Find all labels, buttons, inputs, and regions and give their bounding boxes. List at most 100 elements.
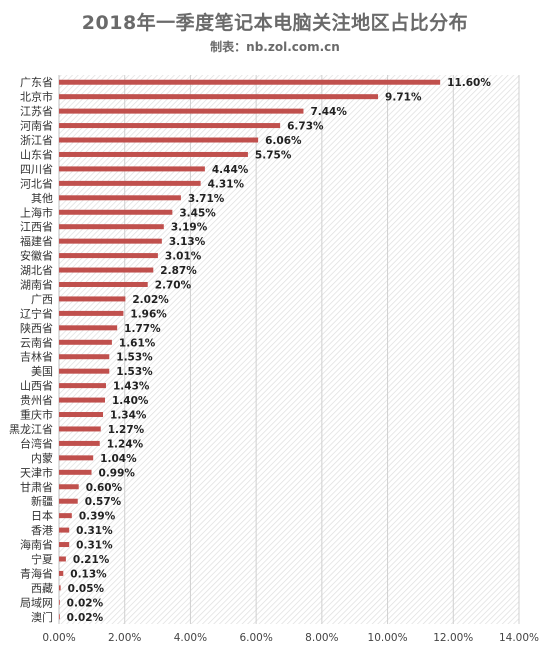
category-label: 福建省: [20, 234, 53, 248]
bar: [59, 440, 100, 446]
value-label: 1.53%: [116, 366, 153, 378]
value-label: 1.27%: [108, 424, 145, 436]
category-label: 澳门: [31, 610, 53, 624]
bar: [59, 570, 64, 576]
bar: [59, 455, 94, 461]
category-label: 上海市: [20, 205, 53, 219]
bar: [59, 195, 181, 201]
category-label: 其他: [31, 192, 53, 205]
chart-title: 2018年一季度笔记本电脑关注地区占比分布: [81, 12, 469, 34]
bar: [59, 469, 92, 475]
category-label: 香港: [31, 524, 53, 537]
bar: [59, 94, 379, 100]
bar: [59, 267, 154, 273]
category-label: 河北省: [20, 177, 53, 190]
bar: [59, 426, 101, 432]
value-label: 0.13%: [70, 568, 107, 580]
category-label: 宁夏: [31, 552, 53, 566]
x-tick-label: 2.00%: [108, 632, 141, 644]
value-label: 4.44%: [212, 164, 249, 176]
value-label: 0.21%: [73, 554, 110, 566]
bar: [59, 151, 248, 157]
value-labels: 11.60% 9.71% 7.44% 6.73% 6.06% 5.75% 4.44% 4.31…: [67, 77, 492, 624]
value-label: 0.05%: [68, 583, 105, 595]
category-label: 台湾省: [20, 436, 53, 450]
category-label: 江苏省: [20, 105, 53, 118]
value-label: 2.02%: [132, 294, 169, 306]
value-label: 1.77%: [124, 323, 161, 335]
x-tick-label: 4.00%: [174, 632, 207, 644]
category-label: 山东省: [20, 148, 53, 161]
chart-subtitle: 制表：nb.zol.com.cn: [210, 40, 340, 54]
category-label: 黑龙江省: [9, 423, 53, 436]
value-label: 0.39%: [79, 511, 116, 523]
value-label: 6.73%: [287, 121, 324, 133]
category-label: 重庆市: [20, 408, 53, 422]
bar: [59, 542, 70, 548]
bar: [59, 310, 124, 316]
category-label: 广西: [31, 293, 53, 306]
value-label: 3.01%: [165, 251, 202, 263]
category-label: 内蒙: [31, 451, 53, 465]
bar: [59, 383, 106, 389]
value-label: 1.40%: [112, 395, 149, 407]
category-label: 陕西省: [20, 321, 53, 335]
bar: [59, 599, 60, 605]
category-label: 辽宁省: [20, 306, 53, 320]
value-label: 0.31%: [76, 540, 113, 552]
category-label: 河南省: [20, 120, 53, 133]
category-label: 新疆: [31, 494, 53, 508]
value-label: 5.75%: [255, 149, 292, 161]
bar: [59, 325, 118, 331]
value-label: 6.06%: [265, 135, 302, 147]
value-label: 1.24%: [107, 438, 144, 450]
bar: [59, 498, 78, 504]
bar: [59, 79, 441, 85]
bar: [59, 296, 126, 302]
category-label: 吉林省: [20, 350, 53, 364]
category-label: 四川省: [20, 163, 53, 176]
category-label: 江西省: [20, 221, 53, 234]
bar: [59, 238, 162, 244]
category-labels: 广东省北京市江苏省河南省浙江省山东省四川省河北省其他上海市江西省福建省安徽省湖北…: [9, 76, 53, 624]
value-label: 0.02%: [67, 612, 104, 624]
x-tick-label: 8.00%: [305, 632, 338, 644]
value-label: 1.61%: [119, 337, 156, 349]
value-label: 3.19%: [171, 222, 208, 234]
value-label: 1.04%: [100, 453, 137, 465]
value-label: 1.43%: [113, 381, 150, 393]
category-label: 甘肃省: [20, 481, 53, 494]
value-label: 1.34%: [110, 410, 147, 422]
category-label: 浙江省: [20, 134, 53, 147]
value-label: 2.87%: [160, 265, 197, 277]
bar: [59, 527, 70, 533]
bar: [59, 397, 105, 403]
bar: [59, 166, 205, 172]
bar: [59, 614, 60, 620]
value-label: 9.71%: [385, 92, 422, 104]
bar: [59, 556, 66, 562]
value-label: 0.02%: [67, 597, 104, 609]
bar: [59, 123, 281, 129]
value-label: 0.99%: [99, 467, 136, 479]
value-label: 1.96%: [130, 308, 167, 320]
bar: [59, 339, 112, 345]
bar: [59, 368, 110, 374]
category-label: 云南省: [20, 336, 53, 349]
category-label: 局域网: [20, 596, 53, 609]
category-label: 海南省: [20, 538, 53, 552]
category-label: 西藏: [31, 582, 53, 595]
bar: [59, 108, 304, 114]
x-tick-label: 14.00%: [499, 632, 539, 644]
category-label: 安徽省: [20, 249, 53, 263]
x-tick-label: 10.00%: [368, 632, 408, 644]
x-tick-label: 6.00%: [239, 632, 272, 644]
category-label: 日本: [31, 509, 53, 523]
value-label: 0.57%: [85, 496, 122, 508]
category-label: 青海省: [20, 566, 53, 580]
value-label: 3.45%: [179, 207, 216, 219]
value-label: 3.71%: [188, 193, 225, 205]
x-tick-label: 12.00%: [433, 632, 473, 644]
value-label: 3.13%: [169, 236, 206, 248]
